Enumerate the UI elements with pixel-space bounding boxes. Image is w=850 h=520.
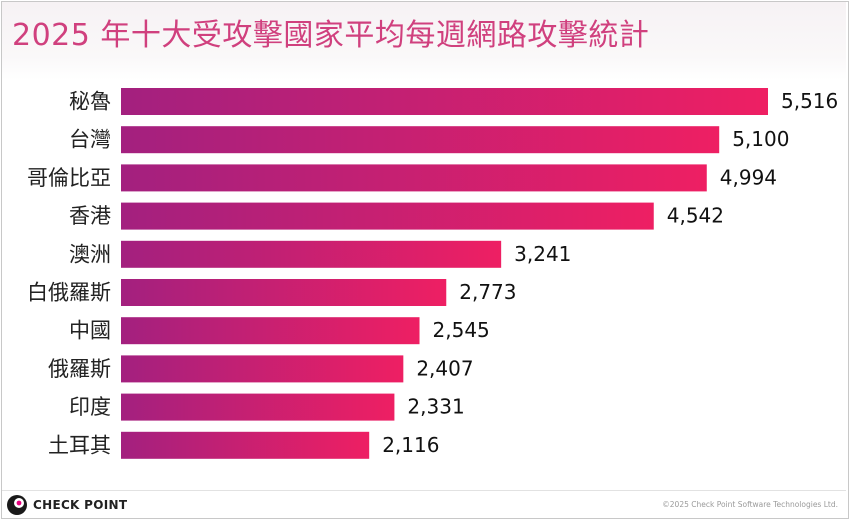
logo-text: CHECK POINT [33,498,128,512]
chart-title: 2025 年十大受攻擊國家平均每週網路攻擊統計 [12,18,650,53]
category-label: 中國 [69,319,111,343]
category-label: 澳洲 [69,242,111,266]
bar [121,393,395,421]
bar [121,240,502,268]
category-label: 香港 [69,204,111,228]
category-label: 俄羅斯 [48,357,111,381]
category-label: 秘魯 [69,90,111,114]
bar [121,164,707,192]
category-label: 白俄羅斯 [27,281,111,305]
value-label: 2,545 [433,318,490,342]
bar-chart: 秘魯 5,516 台灣 5,100 哥倫比亞 4,994 香港 4,542 澳洲 3,241 白俄羅… [27,88,838,459]
bar-group: 秘魯 5,516 台灣 5,100 哥倫比亞 4,994 香港 4,542 澳洲 3,241 白俄羅… [27,88,838,459]
value-label: 4,994 [720,165,777,189]
category-label: 台灣 [69,128,111,152]
value-label: 3,241 [514,242,571,266]
check-point-logo-icon [7,495,27,515]
check-point-logo: CHECK POINT [6,494,127,516]
value-label: 2,331 [407,395,464,419]
header-background [2,2,846,80]
bar [121,88,768,115]
bar [121,317,420,345]
value-label: 5,100 [732,127,789,151]
footer-divider [2,490,846,491]
category-label: 哥倫比亞 [27,166,111,190]
category-label: 印度 [69,395,111,419]
copyright-text: ©2025 Check Point Software Technologies … [662,500,838,509]
value-label: 5,516 [781,89,838,113]
category-label: 土耳其 [48,433,111,457]
bar [121,202,654,230]
value-label: 2,407 [416,356,473,380]
bar [121,431,370,459]
value-label: 2,773 [459,280,516,304]
value-label: 2,116 [382,433,439,457]
bar [121,126,720,154]
bar [121,355,404,383]
bar [121,279,447,306]
value-label: 4,542 [667,204,724,228]
